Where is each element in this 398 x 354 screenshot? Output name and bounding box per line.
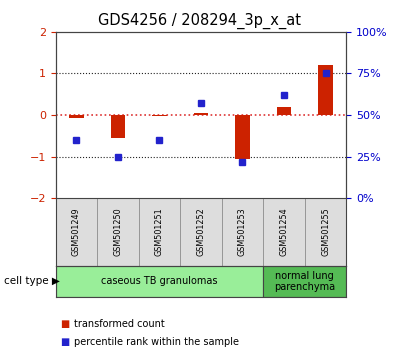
- Text: transformed count: transformed count: [74, 319, 164, 329]
- Bar: [263, 198, 305, 266]
- Text: GSM501253: GSM501253: [238, 207, 247, 256]
- Bar: [56, 266, 263, 297]
- Text: GDS4256 / 208294_3p_x_at: GDS4256 / 208294_3p_x_at: [98, 12, 300, 29]
- Text: GSM501250: GSM501250: [113, 207, 123, 256]
- Bar: [222, 198, 263, 266]
- Text: ■: ■: [60, 319, 69, 329]
- Bar: [139, 198, 180, 266]
- Text: ■: ■: [60, 337, 69, 347]
- Bar: [152, 115, 167, 116]
- Bar: [97, 198, 139, 266]
- Bar: [180, 198, 222, 266]
- Text: GSM501255: GSM501255: [321, 207, 330, 256]
- Text: percentile rank within the sample: percentile rank within the sample: [74, 337, 239, 347]
- Bar: [318, 65, 333, 115]
- Bar: [69, 115, 84, 118]
- Text: GSM501249: GSM501249: [72, 207, 81, 256]
- Text: GSM501252: GSM501252: [197, 207, 205, 256]
- Bar: [235, 115, 250, 159]
- Bar: [111, 115, 125, 138]
- Bar: [56, 198, 97, 266]
- Bar: [305, 198, 346, 266]
- Text: cell type ▶: cell type ▶: [4, 276, 60, 286]
- Text: GSM501251: GSM501251: [155, 207, 164, 256]
- Text: GSM501254: GSM501254: [279, 207, 289, 256]
- Bar: [277, 107, 291, 115]
- Bar: [194, 113, 208, 115]
- Bar: [263, 266, 346, 297]
- Text: normal lung
parenchyma: normal lung parenchyma: [274, 270, 336, 292]
- Text: caseous TB granulomas: caseous TB granulomas: [101, 276, 218, 286]
